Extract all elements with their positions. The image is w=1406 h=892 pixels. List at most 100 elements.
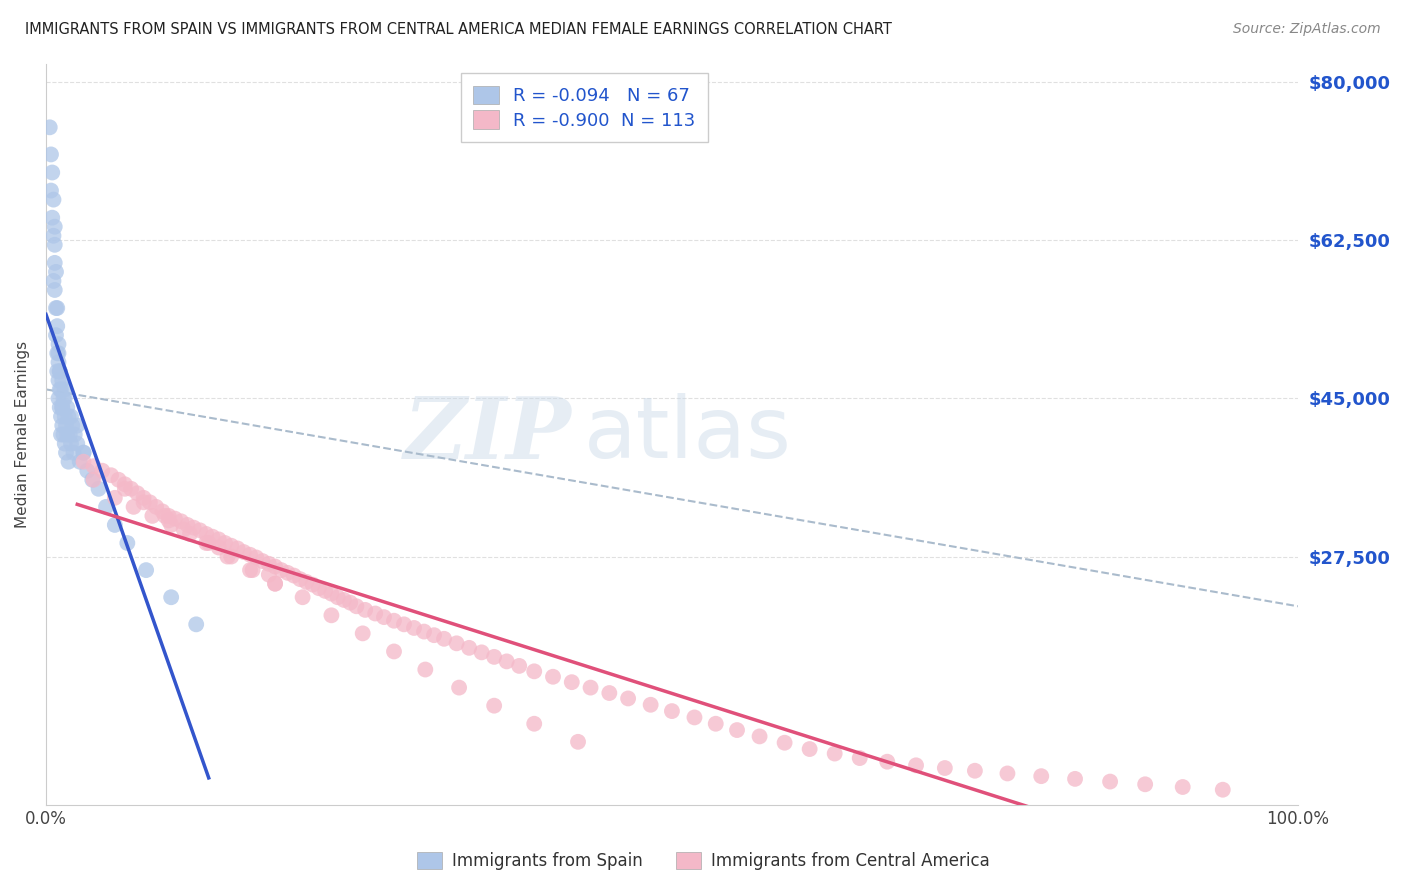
Point [122, 500, 145, 514]
Point [333, 593, 356, 607]
Point [640, 698, 662, 712]
Point [402, 621, 425, 635]
Point [242, 563, 264, 577]
Point [291, 591, 314, 605]
Point [186, 617, 208, 632]
Point [354, 603, 377, 617]
Point [188, 524, 211, 538]
Point [83, 473, 105, 487]
Point [100, 468, 122, 483]
Point [41, 165, 63, 179]
Point [239, 548, 262, 562]
Point [49, 383, 72, 397]
Point [46, 346, 69, 360]
Point [51, 373, 73, 387]
Point [46, 364, 69, 378]
Point [42, 193, 65, 207]
Point [117, 536, 139, 550]
Point [617, 691, 640, 706]
Point [53, 436, 76, 450]
Point [173, 523, 195, 537]
Point [49, 427, 72, 442]
Point [288, 572, 311, 586]
Point [245, 550, 267, 565]
Point [39, 147, 62, 161]
Point [44, 283, 66, 297]
Point [382, 644, 405, 658]
Point [934, 761, 956, 775]
Point [321, 608, 343, 623]
Point [446, 636, 468, 650]
Point [46, 319, 69, 334]
Point [905, 758, 928, 772]
Point [283, 568, 305, 582]
Point [48, 383, 70, 397]
Point [91, 464, 114, 478]
Point [59, 427, 82, 442]
Point [163, 511, 186, 525]
Point [201, 530, 224, 544]
Point [176, 517, 198, 532]
Point [52, 427, 75, 442]
Point [195, 527, 218, 541]
Point [561, 675, 583, 690]
Point [219, 539, 242, 553]
Point [104, 517, 127, 532]
Point [51, 401, 73, 415]
Point [208, 533, 231, 547]
Point [52, 392, 75, 406]
Point [48, 392, 70, 406]
Point [145, 500, 167, 514]
Point [48, 337, 70, 351]
Point [232, 545, 254, 559]
Point [53, 383, 76, 397]
Point [183, 521, 205, 535]
Point [264, 576, 287, 591]
Point [264, 576, 287, 591]
Point [51, 401, 73, 415]
Text: atlas: atlas [585, 393, 793, 476]
Point [55, 418, 77, 433]
Point [39, 184, 62, 198]
Point [270, 563, 292, 577]
Point [523, 665, 546, 679]
Point [45, 328, 67, 343]
Point [56, 427, 79, 442]
Point [53, 409, 76, 424]
Point [799, 742, 821, 756]
Point [277, 566, 299, 580]
Point [308, 581, 330, 595]
Point [48, 401, 70, 415]
Point [58, 409, 80, 424]
Point [170, 514, 193, 528]
Point [42, 228, 65, 243]
Point [44, 219, 66, 234]
Point [214, 536, 236, 550]
Point [257, 567, 280, 582]
Point [541, 670, 564, 684]
Point [72, 445, 94, 459]
Point [135, 563, 157, 577]
Legend: Immigrants from Spain, Immigrants from Central America: Immigrants from Spain, Immigrants from C… [411, 845, 995, 877]
Point [58, 455, 80, 469]
Point [139, 495, 162, 509]
Point [141, 508, 163, 523]
Point [458, 640, 481, 655]
Point [217, 549, 239, 564]
Text: Source: ZipAtlas.com: Source: ZipAtlas.com [1233, 22, 1381, 37]
Point [508, 659, 530, 673]
Point [321, 586, 343, 600]
Point [482, 649, 505, 664]
Point [82, 473, 104, 487]
Point [963, 764, 986, 778]
Point [51, 418, 73, 433]
Point [48, 364, 70, 378]
Point [725, 723, 748, 737]
Point [48, 346, 70, 360]
Point [704, 716, 727, 731]
Point [683, 710, 706, 724]
Point [45, 301, 67, 315]
Point [46, 301, 69, 315]
Point [1099, 774, 1122, 789]
Point [63, 427, 86, 442]
